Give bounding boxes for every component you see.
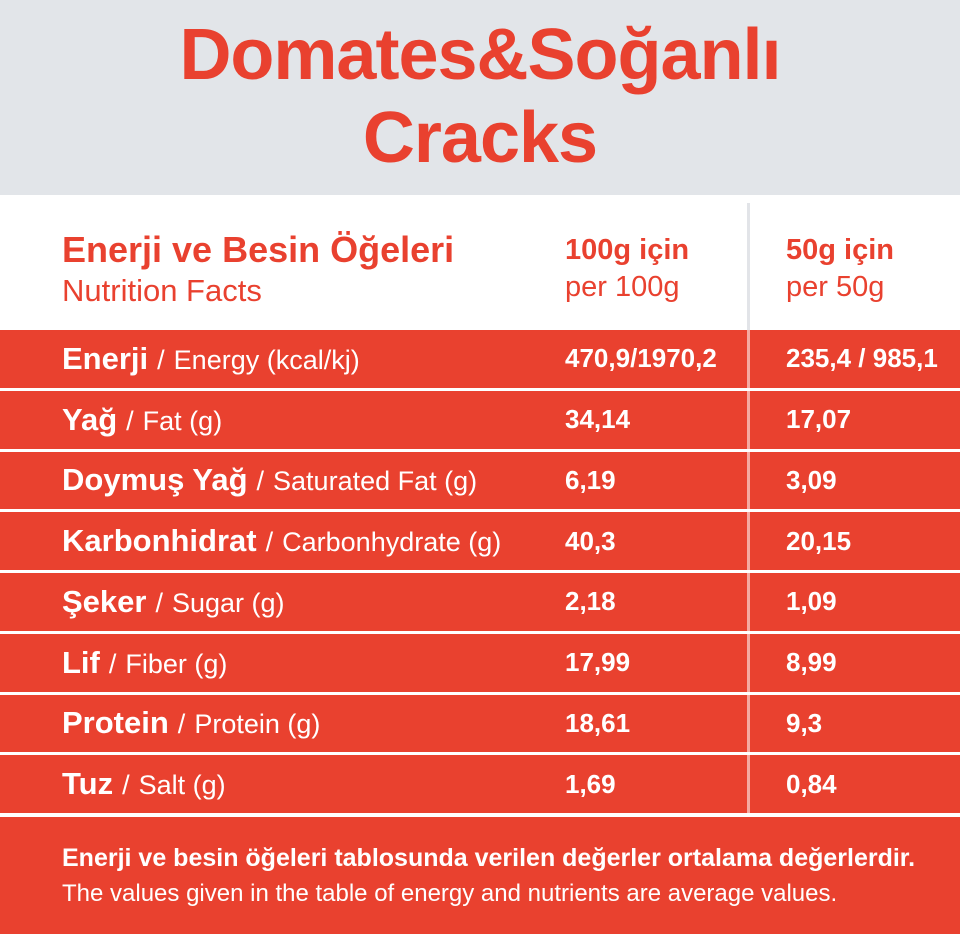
label-separator: / bbox=[155, 587, 163, 618]
facts-title-turkish: Enerji ve Besin Öğeleri bbox=[62, 229, 455, 270]
table-row-saturated-fat: Doymuş Yağ / Saturated Fat (g) 6,19 3,09 bbox=[0, 451, 960, 510]
nutrient-name-en: Sugar (g) bbox=[171, 587, 285, 618]
nutrient-name-en: Carbonhydrate (g) bbox=[282, 527, 502, 558]
nutrient-name-en: Salt (g) bbox=[138, 770, 226, 801]
average-values-note: Enerji ve besin öğeleri tablosunda veril… bbox=[0, 817, 960, 934]
column-header-per-100g-turkish: 100g için bbox=[565, 234, 690, 266]
nutrient-name-tr: Karbonhidrat bbox=[62, 523, 257, 559]
value-per-50g: 17,07 bbox=[747, 390, 960, 449]
column-header-per-100g: 100g için per 100g bbox=[565, 195, 747, 330]
column-header-per-100g-english: per 100g bbox=[565, 271, 680, 303]
value-per-50g: 235,4 / 985,1 bbox=[747, 330, 960, 388]
facts-header-title: Enerji ve Besin Öğeleri Nutrition Facts bbox=[0, 195, 565, 330]
nutrient-name-en: Saturated Fat (g) bbox=[273, 466, 478, 497]
product-title-line2: Cracks bbox=[362, 98, 598, 178]
average-values-note-turkish: Enerji ve besin öğeleri tablosunda veril… bbox=[62, 844, 916, 872]
column-divider-line bbox=[747, 203, 750, 330]
nutrient-label: Doymuş Yağ / Saturated Fat (g) bbox=[0, 462, 565, 498]
label-separator: / bbox=[256, 466, 265, 497]
nutrient-name-tr: Protein bbox=[62, 705, 169, 741]
nutrient-name-en: Fat (g) bbox=[142, 405, 223, 436]
value-per-100g: 17,99 bbox=[565, 647, 631, 678]
nutrient-name-tr: Enerji bbox=[62, 340, 149, 376]
nutrient-label: Lif / Fiber (g) bbox=[0, 645, 565, 681]
nutrient-label: Protein / Protein (g) bbox=[0, 705, 565, 741]
table-row-protein: Protein / Protein (g) 18,61 9,3 bbox=[0, 694, 960, 753]
value-per-100g: 6,19 bbox=[565, 464, 616, 495]
value-per-50g: 9,3 bbox=[747, 694, 960, 753]
table-row-carbohydrate: Karbonhidrat / Carbonhydrate (g) 40,3 20,1… bbox=[0, 512, 960, 570]
product-title-line1: Domates&Soğanlı bbox=[179, 15, 781, 95]
facts-header: Enerji ve Besin Öğeleri Nutrition Facts … bbox=[0, 195, 960, 330]
nutrient-name-tr: Tuz bbox=[62, 766, 114, 802]
nutrient-name-en: Energy (kcal/kj) bbox=[173, 344, 360, 375]
value-per-100g: 40,3 bbox=[565, 525, 616, 556]
value-per-50g: 0,84 bbox=[747, 755, 960, 813]
nutrient-label: Karbonhidrat / Carbonhydrate (g) bbox=[0, 523, 565, 559]
value-per-50g: 1,09 bbox=[747, 573, 960, 631]
value-per-100g: 18,61 bbox=[565, 707, 631, 738]
column-header-per-50g: 50g için per 50g bbox=[747, 195, 960, 330]
nutrient-name-en: Fiber (g) bbox=[125, 648, 228, 679]
table-row-sugar: Şeker / Sugar (g) 2,18 1,09 bbox=[0, 573, 960, 631]
facts-title-english: Nutrition Facts bbox=[62, 273, 262, 308]
value-per-100g: 470,9/1970,2 bbox=[565, 343, 717, 374]
table-row-fiber: Lif / Fiber (g) 17,99 8,99 bbox=[0, 633, 960, 692]
nutrient-label: Şeker / Sugar (g) bbox=[0, 584, 565, 620]
nutrient-label: Tuz / Salt (g) bbox=[0, 766, 565, 802]
nutrient-name-tr: Doymuş Yağ bbox=[62, 462, 248, 498]
column-header-per-50g-turkish: 50g için bbox=[786, 234, 894, 266]
nutrient-label: Enerji / Energy (kcal/kj) bbox=[0, 341, 565, 377]
value-per-100g: 34,14 bbox=[565, 404, 631, 435]
nutrient-name-en: Protein (g) bbox=[194, 709, 321, 740]
nutrient-label: Yağ / Fat (g) bbox=[0, 402, 565, 438]
value-per-50g: 8,99 bbox=[747, 633, 960, 692]
label-separator: / bbox=[108, 648, 117, 679]
label-separator: / bbox=[265, 527, 274, 558]
value-per-50g: 3,09 bbox=[747, 451, 960, 510]
value-per-100g: 1,69 bbox=[565, 768, 616, 799]
label-separator: / bbox=[126, 405, 134, 436]
value-per-100g: 2,18 bbox=[565, 586, 616, 617]
column-header-per-50g-english: per 50g bbox=[786, 271, 885, 303]
product-title-block: Domates&Soğanlı Cracks bbox=[0, 0, 960, 195]
table-row-fat: Yağ / Fat (g) 34,14 17,07 bbox=[0, 390, 960, 449]
nutrient-name-tr: Yağ bbox=[62, 401, 118, 437]
nutrient-name-tr: Şeker bbox=[62, 583, 147, 619]
average-values-note-english: The values given in the table of energy … bbox=[62, 880, 838, 907]
label-separator: / bbox=[122, 770, 130, 801]
nutrient-name-tr: Lif bbox=[62, 644, 100, 680]
value-per-50g: 20,15 bbox=[747, 512, 960, 570]
table-row-salt: Tuz / Salt (g) 1,69 0,84 bbox=[0, 755, 960, 813]
nutrition-table: Enerji / Energy (kcal/kj) 470,9/1970,2 235… bbox=[0, 330, 960, 813]
table-row-energy: Enerji / Energy (kcal/kj) 470,9/1970,2 235… bbox=[0, 330, 960, 388]
label-separator: / bbox=[177, 709, 186, 740]
label-separator: / bbox=[157, 344, 165, 375]
